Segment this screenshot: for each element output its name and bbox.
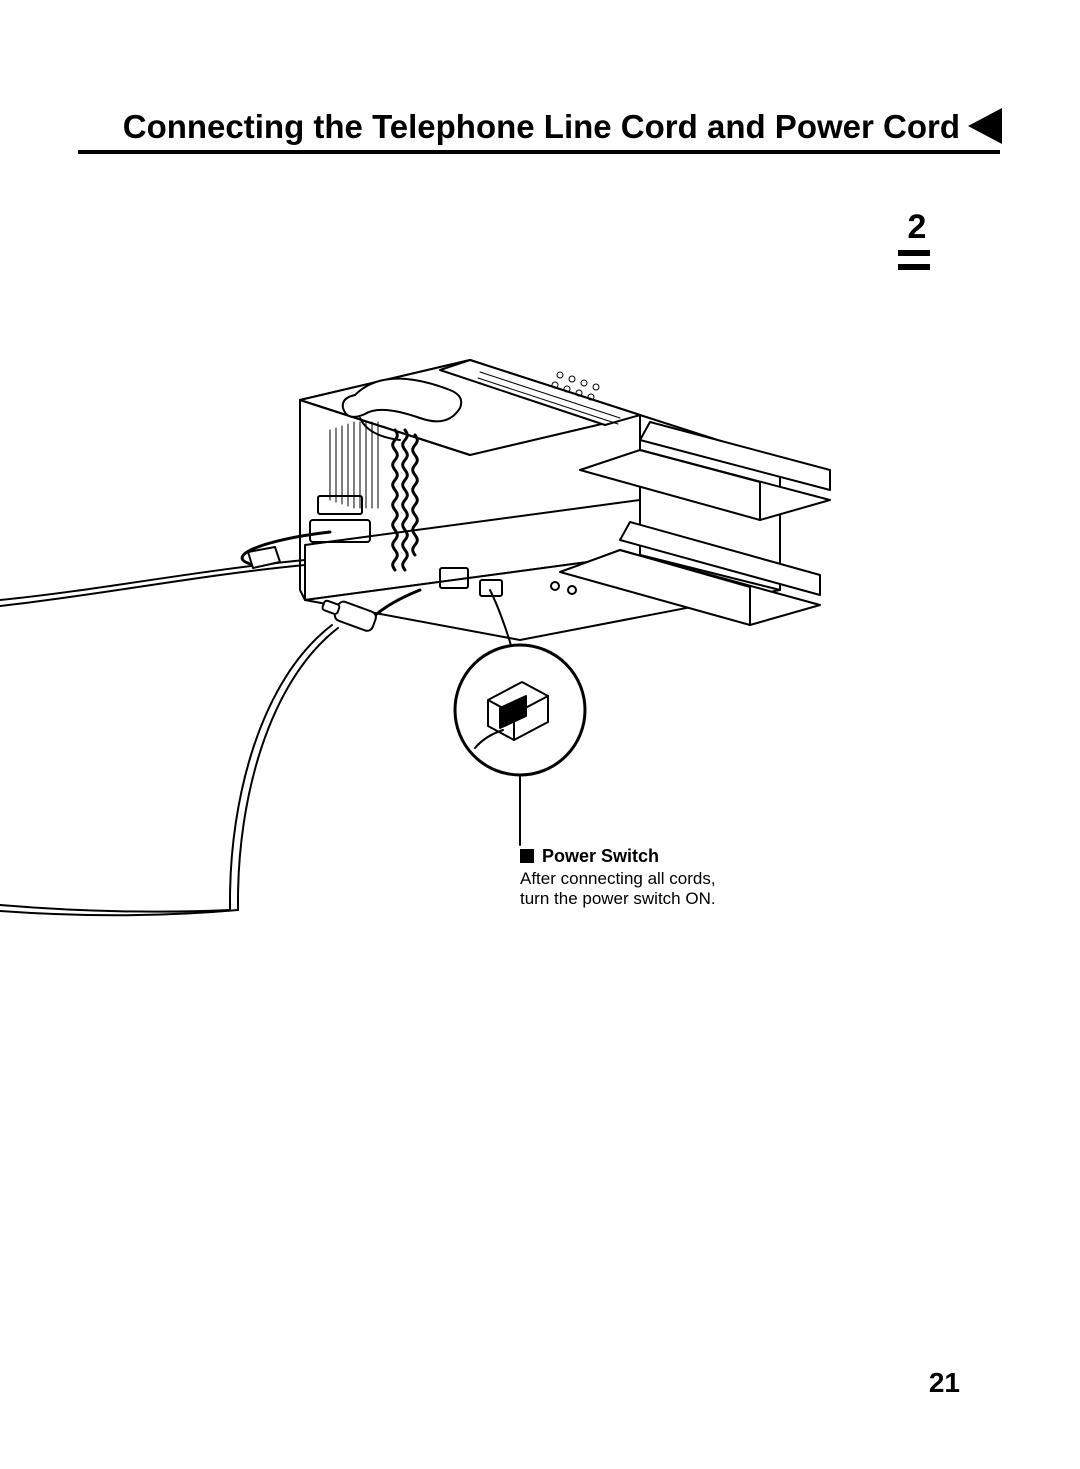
heading-arrow-icon xyxy=(968,108,1002,144)
section-underline-2 xyxy=(898,264,930,270)
section-underline-1 xyxy=(898,250,930,256)
section-number: 2 xyxy=(904,208,930,247)
page-heading: Connecting the Telephone Line Cord and P… xyxy=(78,108,1000,154)
bullet-square-icon xyxy=(520,849,534,863)
callout-body: After connecting all cords, turn the pow… xyxy=(520,869,820,910)
callout-body-line2: turn the power switch ON. xyxy=(520,889,716,908)
callout-body-line1: After connecting all cords, xyxy=(520,869,716,888)
heading-text: Connecting the Telephone Line Cord and P… xyxy=(123,108,960,145)
callout-title: Power Switch xyxy=(542,846,659,866)
manual-page: Connecting the Telephone Line Cord and P… xyxy=(0,0,1080,1469)
power-switch-callout: Power Switch After connecting all cords,… xyxy=(520,846,820,910)
page-number: 21 xyxy=(929,1367,960,1399)
callout-title-row: Power Switch xyxy=(520,846,820,867)
